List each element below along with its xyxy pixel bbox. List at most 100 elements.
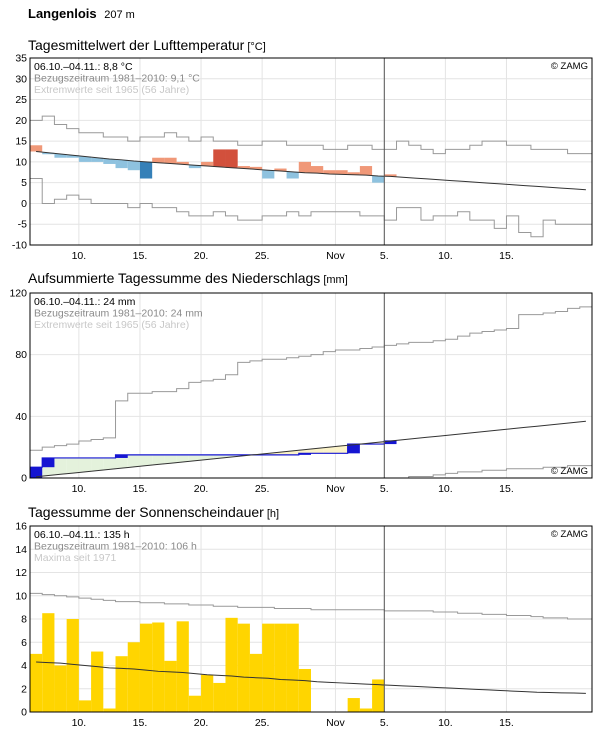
precipitation-fill	[139, 454, 153, 466]
sunshine-bar	[176, 621, 189, 712]
temperature-copyright: © ZAMG	[551, 61, 588, 72]
temperature-ytick-label: 10	[15, 156, 27, 168]
sunshine-bar	[103, 708, 116, 712]
sunshine-xtick-label: 10.	[438, 717, 453, 729]
sunshine-ytick-label: 6	[21, 637, 27, 649]
sunshine-legend-line: Maxima seit 1971	[34, 552, 116, 564]
precipitation-fill	[91, 457, 104, 471]
precipitation-fill	[335, 445, 348, 454]
precipitation-cumulative-line	[30, 440, 397, 468]
precipitation-fill	[274, 452, 287, 455]
sunshine-bar	[359, 708, 373, 712]
temperature-xtick-label: 5.	[380, 250, 389, 262]
precipitation-fill	[164, 454, 177, 464]
sunshine-xtick-label: 5.	[380, 717, 389, 729]
precipitation-fill	[225, 454, 238, 458]
precipitation-fill	[323, 447, 336, 454]
precipitation-increment-bar	[384, 441, 397, 445]
temperature-bar	[323, 170, 336, 174]
temperature-legend-line: 06.10.–04.11.: 8,8 °C	[34, 61, 133, 73]
temperature-max-extreme-line	[30, 115, 592, 155]
temperature-bar	[372, 176, 385, 183]
temperature-bar	[213, 149, 226, 167]
sunshine-bar	[115, 656, 128, 712]
temperature-xtick-label: 10.	[438, 250, 453, 262]
precipitation-fill	[115, 454, 128, 469]
precipitation-increment-bar	[42, 457, 55, 468]
temperature-bar	[347, 172, 360, 175]
sunshine-legend-line: 06.10.–04.11.: 135 h	[34, 529, 130, 541]
temperature-frame	[29, 57, 593, 246]
sunshine-xtick-label: 25.	[255, 717, 270, 729]
temperature-bar	[311, 166, 324, 174]
precipitation-fill	[54, 457, 67, 475]
sunshine-ytick-label: 0	[21, 707, 27, 719]
temperature-title: Tagesmittelwert der Lufttemperatur [°C]	[28, 37, 266, 53]
sunshine-bar	[188, 695, 202, 712]
temperature-bar	[66, 155, 79, 158]
temperature-bar	[384, 174, 397, 177]
temperature-title-text: Tagesmittelwert der Lufttemperatur	[28, 37, 245, 53]
precipitation-xtick-label: Nov	[326, 483, 345, 495]
sunshine-bar	[127, 642, 140, 712]
temperature-bar	[127, 161, 140, 171]
precipitation-xtick-label: 10.	[72, 483, 87, 495]
sunshine-bar	[262, 623, 275, 712]
sunshine-bar	[164, 660, 177, 712]
precipitation-copyright: © ZAMG	[551, 466, 588, 477]
sunshine-copyright: © ZAMG	[551, 529, 588, 540]
precipitation-increment-bar	[298, 453, 311, 455]
sunshine-xtick-label: 20.	[194, 717, 209, 729]
temperature-xtick-label: 10.	[72, 250, 87, 262]
temperature-ytick-label: -5	[18, 219, 27, 231]
temperature-bar	[42, 152, 55, 155]
sunshine-ytick-label: 4	[21, 660, 27, 672]
sunshine-max-extreme-line	[30, 592, 592, 620]
precipitation-climate-line	[36, 420, 586, 478]
temperature-bar	[262, 170, 275, 179]
temperature-ytick-label: 35	[15, 53, 27, 65]
temperature-min-extreme-line	[30, 178, 592, 238]
temperature-xtick-label: 15.	[499, 250, 514, 262]
sunshine-ytick-label: 2	[21, 683, 27, 695]
sunshine-bar	[213, 682, 226, 712]
temperature-xtick-label: Nov	[326, 250, 345, 262]
precipitation-fill	[201, 454, 214, 460]
sunshine-xtick-label: 10.	[72, 717, 87, 729]
precipitation-title: Aufsummierte Tagessumme des Niederschlag…	[28, 270, 348, 286]
precipitation-fill	[311, 448, 324, 454]
temperature-bar	[54, 153, 67, 158]
sunshine-ytick-label: 12	[15, 567, 27, 579]
sunshine-ytick-label: 8	[21, 614, 27, 626]
sunshine-ytick-label: 14	[15, 544, 27, 556]
temperature-bar	[237, 166, 250, 169]
sunshine-bar	[274, 623, 287, 712]
precipitation-fill	[176, 454, 189, 462]
precipitation-fill	[213, 454, 226, 459]
sunshine-bar	[225, 617, 238, 712]
precipitation-frame	[29, 292, 593, 479]
precipitation-fill	[286, 450, 299, 455]
sunshine-climate-line	[36, 661, 586, 694]
sunshine-bar	[30, 653, 43, 712]
precipitation-fill	[298, 449, 311, 454]
precipitation-ytick-label: 40	[15, 411, 27, 423]
temperature-climate-line	[36, 151, 586, 191]
temperature-bar	[164, 157, 177, 164]
sunshine-frame	[29, 525, 593, 713]
precipitation-ytick-label: 0	[21, 473, 27, 485]
temperature-ytick-label: 20	[15, 115, 27, 127]
temperature-bar	[298, 161, 311, 173]
precipitation-fill	[66, 457, 79, 474]
precipitation-ytick-label: 120	[9, 288, 27, 300]
temperature-ytick-label: 25	[15, 94, 27, 106]
temperature-bar	[274, 168, 287, 172]
precipitation-xtick-label: 5.	[380, 483, 389, 495]
temperature-xtick-label: 25.	[255, 250, 270, 262]
sunshine-bar	[91, 651, 104, 712]
temperature-unit: [°C]	[247, 41, 266, 53]
precipitation-fill	[127, 454, 140, 467]
precipitation-increment-bar	[30, 467, 43, 478]
precipitation-title-text: Aufsummierte Tagessumme des Niederschlag…	[28, 270, 321, 286]
